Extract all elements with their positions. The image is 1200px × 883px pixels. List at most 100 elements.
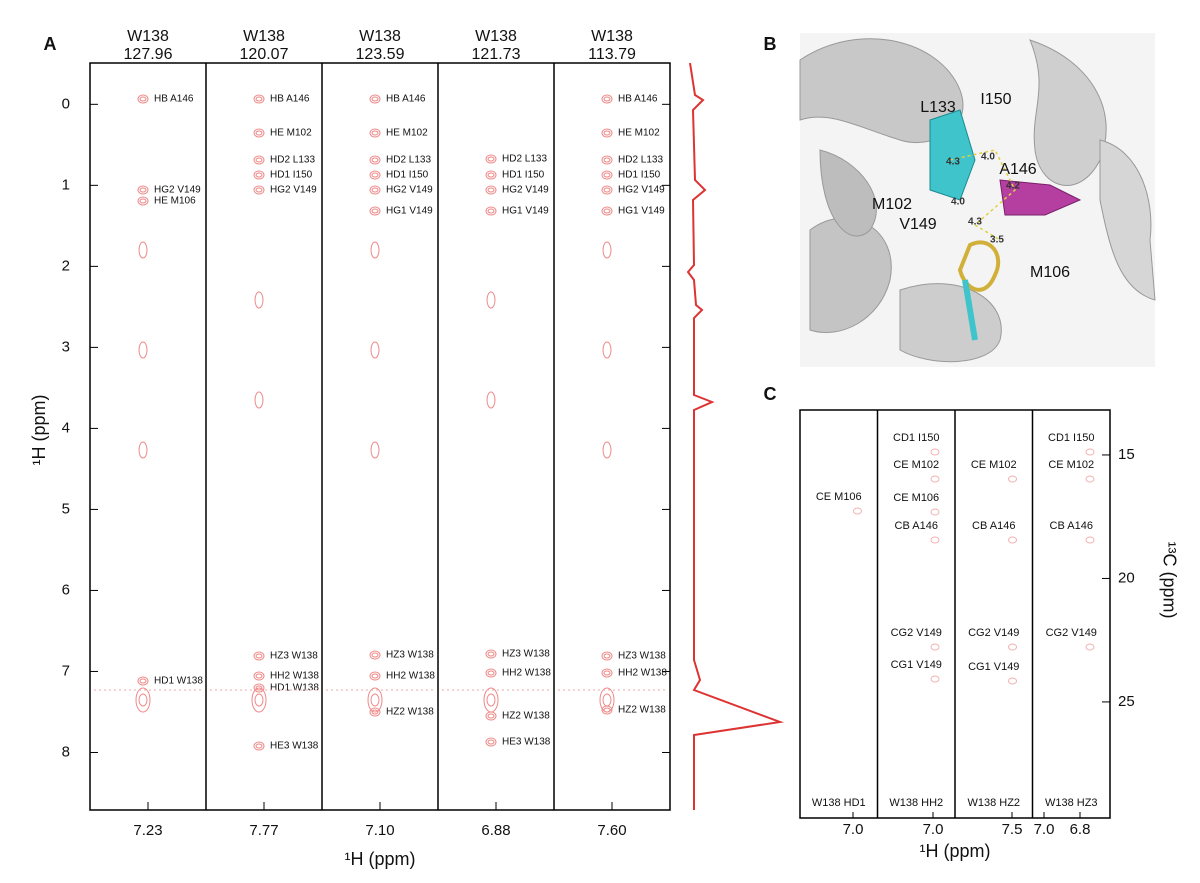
- y-tick-label: 1: [62, 176, 70, 193]
- peak-contour: [930, 536, 940, 544]
- peak-contour: [370, 441, 380, 459]
- peak-contour: [369, 707, 381, 717]
- peak-contour: [255, 130, 263, 136]
- peak-contour: [369, 94, 381, 104]
- peak-label: HB A146: [154, 94, 194, 105]
- panel-label: B: [764, 34, 777, 54]
- peak-label: HG2 V149: [386, 185, 433, 196]
- peak-contour: [487, 713, 495, 719]
- x-tick-label: 7.77: [249, 822, 278, 839]
- peak-contour: [601, 185, 613, 195]
- peak-label: CE M102: [1048, 459, 1094, 471]
- peak-label: HH2 W138: [618, 668, 667, 679]
- peak-contour: [139, 187, 147, 193]
- peak-contour: [930, 508, 940, 516]
- peak-contour: [370, 341, 380, 359]
- peak-label: HG2 V149: [502, 185, 549, 196]
- y-tick-label: 8: [62, 743, 70, 760]
- peak-contour: [137, 185, 149, 195]
- peak-contour: [485, 170, 497, 180]
- peak-label: HG1 V149: [502, 206, 549, 217]
- strip-residue: W138: [591, 28, 633, 45]
- x-tick-label: 7.10: [365, 822, 394, 839]
- peak-contour: [369, 671, 381, 681]
- residue-label: M106: [1030, 264, 1070, 281]
- x-tick-label: 7.23: [133, 822, 162, 839]
- peak-contour: [1085, 536, 1095, 544]
- peak-contour: [1085, 448, 1095, 456]
- peak-label: HG1 V149: [618, 206, 665, 217]
- strip-shift: 121.73: [472, 46, 521, 63]
- residue-label: L133: [920, 99, 956, 116]
- x-tick-label: 7.0: [843, 821, 864, 838]
- peak-contour: [137, 676, 149, 686]
- peak-label: HD1 I150: [618, 170, 661, 181]
- peak-contour: [603, 130, 611, 136]
- peak-contour: [253, 185, 265, 195]
- peak-contour: [251, 687, 267, 713]
- y-tick-label: 7: [62, 662, 70, 679]
- peak-label: HD2 L133: [502, 154, 547, 165]
- peak-contour: [253, 651, 265, 661]
- peak-contour: [487, 208, 495, 214]
- y-tick-label: 2: [62, 257, 70, 274]
- peak-contour: [255, 157, 263, 163]
- peak-contour: [371, 157, 379, 163]
- distance-label: 4.0: [981, 152, 995, 163]
- peak-label: HH2 W138: [270, 671, 319, 682]
- strip-shift: 123.59: [356, 46, 405, 63]
- peak-contour: [1008, 677, 1017, 685]
- peak-contour: [603, 96, 611, 102]
- strip-name: W138 HH2: [889, 797, 943, 809]
- peak-contour: [599, 687, 615, 713]
- x-tick-label: 7.5: [1002, 821, 1023, 838]
- peak-contour: [487, 156, 495, 162]
- distance-label: 4.0: [951, 197, 965, 208]
- peak-contour: [369, 128, 381, 138]
- peak-contour: [603, 172, 611, 178]
- peak-contour: [603, 208, 611, 214]
- peak-label: CG1 V149: [968, 661, 1019, 673]
- y-tick-label: 20: [1118, 569, 1135, 586]
- peak-contour: [601, 651, 613, 661]
- peak-contour: [485, 737, 497, 747]
- peak-contour: [487, 651, 495, 657]
- peak-label: HG1 V149: [386, 206, 433, 217]
- residue-label: V149: [899, 216, 936, 233]
- peak-contour: [371, 652, 379, 658]
- x-tick-label: 7.60: [597, 822, 626, 839]
- peak-contour: [601, 170, 613, 180]
- peak-label: HD2 L133: [618, 155, 663, 166]
- peak-contour: [371, 673, 379, 679]
- peak-label: HD1 I150: [386, 170, 429, 181]
- peak-contour: [485, 668, 497, 678]
- peak-label: CG2 V149: [968, 627, 1019, 639]
- peak-contour: [139, 198, 147, 204]
- peak-contour: [254, 391, 264, 409]
- peak-contour: [253, 155, 265, 165]
- peak-contour: [602, 241, 612, 259]
- peak-contour: [253, 170, 265, 180]
- peak-contour: [369, 650, 381, 660]
- peak-contour: [138, 441, 148, 459]
- x-tick-label: 6.8: [1070, 821, 1091, 838]
- peak-contour: [853, 507, 862, 515]
- peak-contour: [1008, 536, 1017, 544]
- peak-contour: [370, 241, 380, 259]
- strip-shift: 120.07: [240, 46, 289, 63]
- x-axis-label: ¹H (ppm): [920, 841, 991, 861]
- distance-label: 4.2: [1006, 181, 1020, 192]
- peak-contour: [371, 172, 379, 178]
- peak-label: HZ3 W138: [270, 651, 318, 662]
- residue-label: M102: [872, 196, 912, 213]
- peak-contour: [371, 208, 379, 214]
- peak-contour: [487, 739, 495, 745]
- peak-contour: [485, 185, 497, 195]
- peak-label: HE3 W138: [502, 737, 551, 748]
- peak-contour: [254, 291, 264, 309]
- peak-contour: [602, 693, 612, 707]
- peak-contour: [601, 155, 613, 165]
- peak-contour: [485, 206, 497, 216]
- peak-contour: [1085, 643, 1095, 651]
- peak-contour: [369, 185, 381, 195]
